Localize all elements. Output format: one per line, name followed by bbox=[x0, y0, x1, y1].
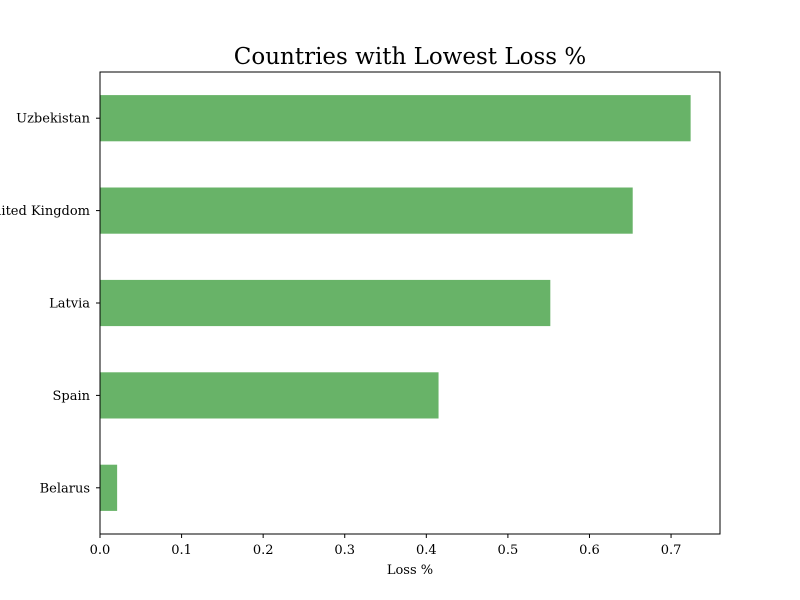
x-tick-label: 0.5 bbox=[498, 543, 519, 558]
y-axis-ticks: Belarus Spain Latvia United Kingdom Uzbekist… bbox=[0, 112, 100, 496]
plot-frame bbox=[99, 71, 721, 535]
y-tick-label: United Kingdom bbox=[0, 204, 90, 219]
x-tick-label: 0.7 bbox=[661, 543, 682, 558]
x-tick-label: 0.4 bbox=[416, 543, 437, 558]
y-tick-label: Spain bbox=[52, 389, 90, 404]
chart-title: Countries with Lowest Loss % bbox=[234, 44, 586, 70]
bar-spain bbox=[100, 372, 439, 419]
bar-belarus bbox=[100, 464, 118, 511]
x-tick-label: 0.2 bbox=[253, 543, 274, 558]
x-tick-label: 0.0 bbox=[90, 543, 111, 558]
bar-united-kingdom bbox=[100, 187, 633, 234]
x-tick-label: 0.3 bbox=[334, 543, 355, 558]
x-tick-label: 0.1 bbox=[171, 543, 192, 558]
x-axis-label: Loss % bbox=[387, 563, 433, 578]
bar-latvia bbox=[100, 279, 551, 327]
x-axis-ticks: 0.0 0.1 0.2 0.3 0.4 0.5 0.6 0.7 bbox=[90, 534, 682, 558]
bar-uzbekistan bbox=[100, 95, 691, 142]
x-tick-label: 0.6 bbox=[579, 543, 600, 558]
y-tick-label: Uzbekistan bbox=[16, 112, 91, 127]
y-tick-label: Belarus bbox=[40, 481, 90, 496]
y-tick-label: Latvia bbox=[49, 297, 90, 312]
bars-group bbox=[100, 95, 691, 511]
